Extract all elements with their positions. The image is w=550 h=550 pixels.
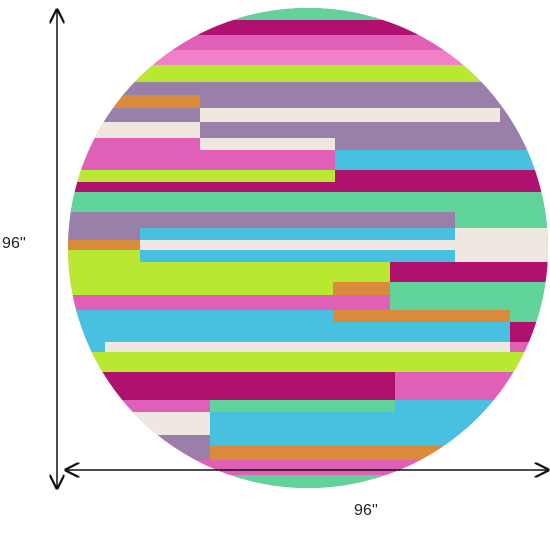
rug	[68, 8, 548, 488]
height-label: 96''	[2, 235, 26, 252]
width-label: 96''	[354, 502, 378, 519]
